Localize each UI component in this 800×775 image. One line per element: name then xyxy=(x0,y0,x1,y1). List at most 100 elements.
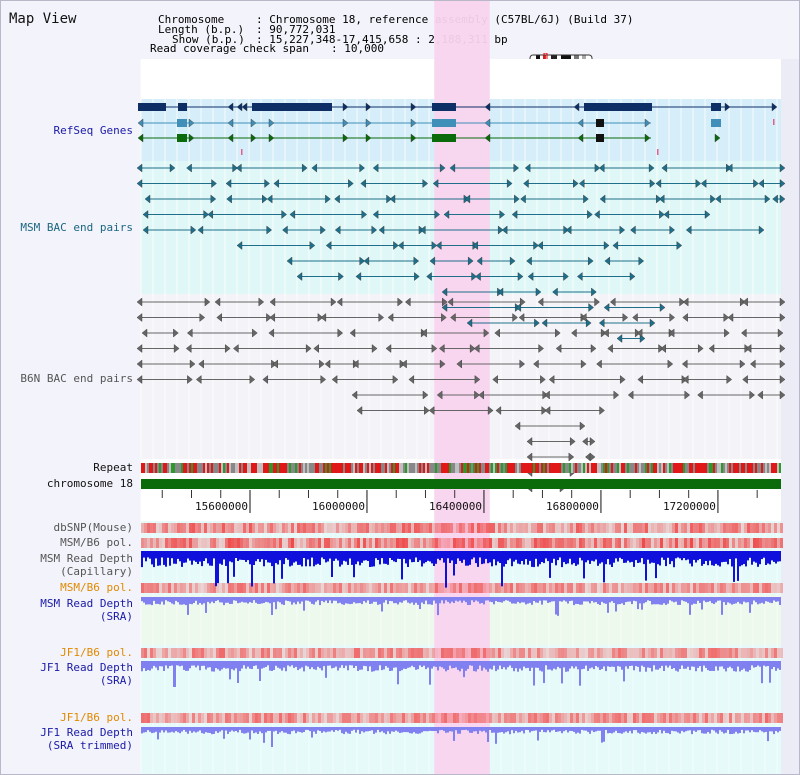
jf1-pol2-cell xyxy=(759,713,762,723)
repeat-cell xyxy=(685,463,687,473)
repeat-cell xyxy=(777,463,779,473)
track-label-jf1-pol-1[interactable]: JF1/B6 pol. xyxy=(60,646,133,659)
repeat-cell xyxy=(427,463,429,473)
track-label-jf1-depth-sra[interactable]: JF1 Read Depth (SRA) xyxy=(40,661,133,687)
msm-cap-depth-bar xyxy=(153,551,155,568)
msm-cap-depth-bar xyxy=(533,551,535,568)
msm-bac-end xyxy=(710,194,716,204)
repeat-cell xyxy=(255,463,257,473)
track-label-msm-depth-sra[interactable]: MSM Read Depth (SRA) xyxy=(40,597,133,623)
jf1-trim-depth-bar xyxy=(593,727,595,733)
msm-pol-cell xyxy=(576,538,579,548)
dbsnp-cell xyxy=(675,523,678,533)
msm-pol2-cell xyxy=(261,583,264,593)
track-label-dbsnp[interactable]: dbSNP(Mouse) xyxy=(53,521,133,534)
msm-pol-cell xyxy=(192,538,195,548)
jf1-pol-cell xyxy=(600,648,603,658)
track-label-msm-pol-1[interactable]: MSM/B6 pol. xyxy=(60,536,133,549)
repeat-cell xyxy=(609,463,611,473)
msm-cap-depth-bar xyxy=(445,551,447,588)
jf1-pol2-cell xyxy=(669,713,672,723)
repeat-cell xyxy=(391,463,393,473)
jf1-trim-depth-bar xyxy=(725,727,727,733)
repeat-cell xyxy=(707,463,709,473)
msm-pol-cell xyxy=(336,538,339,548)
jf1-pol2-cell xyxy=(648,713,651,723)
msm-cap-depth-bar xyxy=(563,551,565,563)
msm-sra-depth-bar xyxy=(231,597,233,604)
msm-cap-depth-bar xyxy=(433,551,435,566)
msm-sra-depth-bar xyxy=(559,597,561,602)
jf1-trim-depth-bar xyxy=(527,727,529,730)
jf1-pol-cell xyxy=(648,648,651,658)
b6n-bac-end xyxy=(337,328,344,338)
jf1-pol2-cell xyxy=(480,713,483,723)
jf1-sra-depth-bar xyxy=(283,661,285,668)
track-label-msm-pol-2[interactable]: MSM/B6 pol. xyxy=(60,581,133,594)
jf1-sra-depth-bar xyxy=(497,661,499,670)
dbsnp-cell xyxy=(189,523,192,533)
jf1-pol-cell xyxy=(555,648,558,658)
b6n-bac-end xyxy=(667,359,674,369)
jf1-pol2-cell xyxy=(771,713,774,723)
jf1-pol2-cell xyxy=(438,713,441,723)
track-label-repeat[interactable]: Repeat xyxy=(93,461,133,474)
msm-sra-depth-bar xyxy=(141,597,143,602)
track-label-msm-bac[interactable]: MSM BAC end pairs xyxy=(20,221,133,234)
jf1-trim-depth-bar xyxy=(729,727,731,735)
repeat-cell xyxy=(319,463,321,473)
repeat-cell xyxy=(475,463,477,473)
repeat-cell xyxy=(417,463,419,473)
dbsnp-cell xyxy=(606,523,609,533)
track-label-jf1-depth-trim[interactable]: JF1 Read Depth (SRA trimmed) xyxy=(40,726,133,752)
b6n-bac-end xyxy=(533,359,539,369)
jf1-sra-depth-bar xyxy=(683,661,685,669)
jf1-trim-depth-bar xyxy=(709,727,711,734)
jf1-pol2-cell xyxy=(606,713,609,723)
repeat-cell xyxy=(157,463,159,473)
jf1-pol2-cell xyxy=(762,713,765,723)
jf1-trim-depth-bar xyxy=(671,727,673,731)
msm-sra-depth-bar xyxy=(405,597,407,601)
track-label-b6n-bac[interactable]: B6N BAC end pairs xyxy=(20,372,133,385)
jf1-sra-depth-bar xyxy=(551,661,553,671)
jf1-pol-cell xyxy=(732,648,735,658)
jf1-pol-cell xyxy=(729,648,732,658)
track-label-msm-depth-cap[interactable]: MSM Read Depth (Capillary) xyxy=(40,552,133,578)
b6n-bac-end xyxy=(305,344,312,353)
jf1-trim-depth-bar xyxy=(665,727,667,733)
jf1-sra-depth-bar xyxy=(151,661,153,669)
jf1-pol-cell xyxy=(351,648,354,658)
msm-cap-depth-bar xyxy=(701,551,703,566)
jf1-sra-depth-bar xyxy=(493,661,495,666)
jf1-pol-cell xyxy=(528,648,531,658)
jf1-trim-depth-bar xyxy=(365,727,367,732)
msm-pol-cell xyxy=(579,538,582,548)
msm-sra-depth-bar xyxy=(581,597,583,605)
msm-pol2-cell xyxy=(690,583,693,593)
msm-pol-cell xyxy=(351,538,354,548)
jf1-trim-depth-bar xyxy=(547,727,549,731)
repeat-cell xyxy=(193,463,195,473)
track-label-jf1-pol-2[interactable]: JF1/B6 pol. xyxy=(60,711,133,724)
b6n-bac-end xyxy=(779,359,786,369)
msm-pol2-cell xyxy=(270,583,273,593)
msm-bac-end xyxy=(273,179,280,188)
track-label-refseq-genes[interactable]: RefSeq Genes xyxy=(53,124,133,137)
msm-sra-depth-bar xyxy=(177,597,179,603)
jf1-sra-depth-bar xyxy=(759,661,761,667)
msm-pol-cell xyxy=(690,538,693,548)
msm-sra-depth-bar xyxy=(703,597,705,601)
msm-cap-depth-bar xyxy=(655,551,657,579)
msm-bac-end xyxy=(398,241,404,250)
repeat-cell xyxy=(393,463,395,473)
jf1-sra-depth-bar xyxy=(441,661,443,668)
jf1-sra-depth-bar xyxy=(147,661,149,670)
msm-pol2-cell xyxy=(228,583,231,593)
jf1-sra-depth-bar xyxy=(489,661,491,669)
track-label-chromosome[interactable]: chromosome 18 xyxy=(46,477,133,490)
jf1-pol-cell xyxy=(711,648,714,658)
dbsnp-cell xyxy=(648,523,651,533)
msm-pol2-cell xyxy=(162,583,165,593)
